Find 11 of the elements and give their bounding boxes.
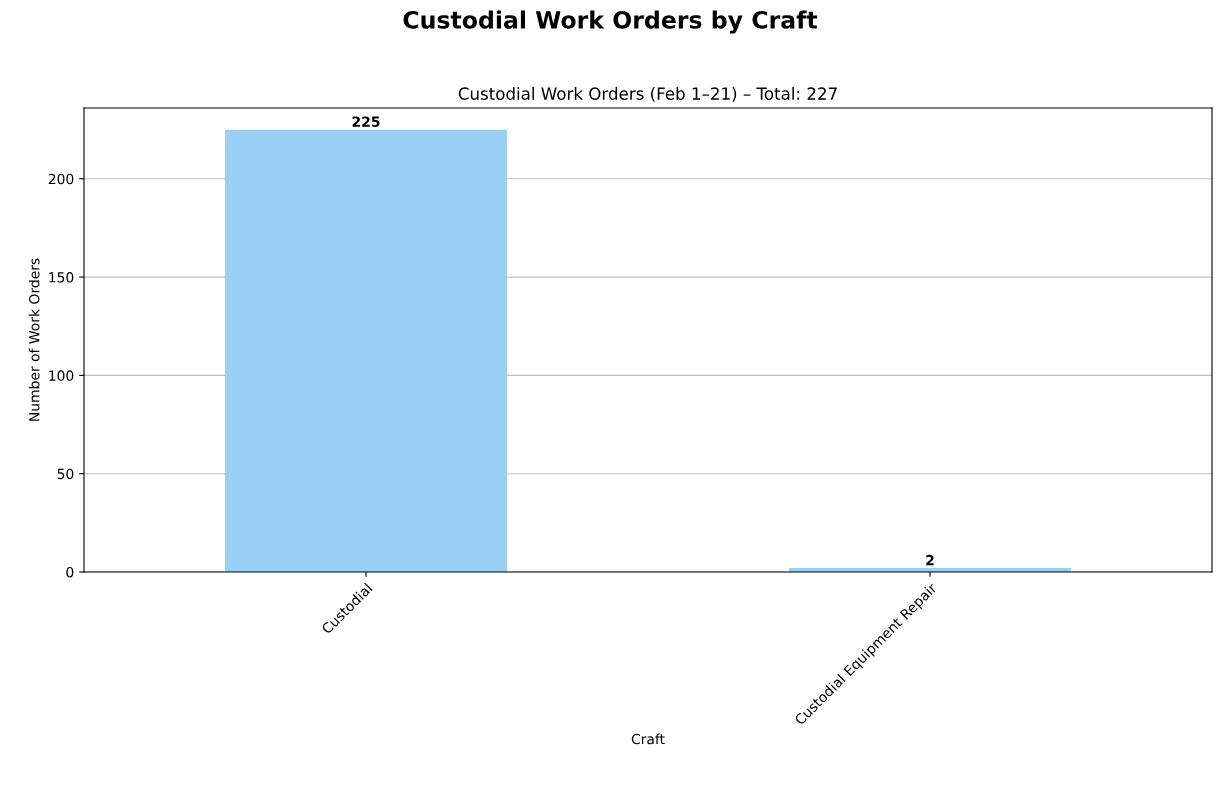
y-tick-label: 200 — [48, 173, 74, 185]
y-tick-label: 50 — [57, 468, 74, 480]
chart-subtitle: Custodial Work Orders (Feb 1–21) – Total: 227 — [458, 87, 837, 102]
y-axis-title: Number of Work Orders — [28, 258, 40, 421]
y-tick-label: 150 — [49, 272, 74, 283]
data-label: 225 — [352, 116, 380, 127]
y-tick-label: 0 — [66, 566, 74, 578]
y-tick-label: 100 — [49, 370, 74, 381]
x-axis-title: Craft — [631, 733, 665, 745]
chart-title: Custodial Work Orders by Craft — [403, 10, 818, 34]
data-label: 2 — [926, 554, 934, 566]
